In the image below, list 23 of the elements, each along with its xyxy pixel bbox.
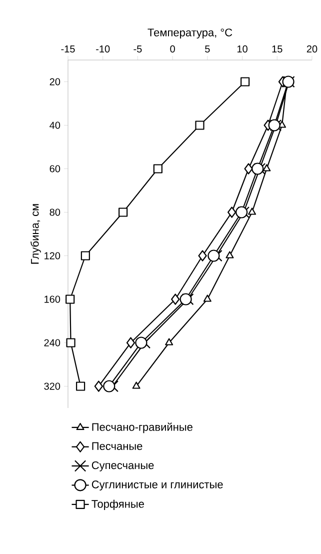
y-tick-label: 60 <box>50 165 60 172</box>
y-tick-label: 160 <box>44 296 60 303</box>
x-axis-title: Температура, °C <box>148 28 232 39</box>
x-tick-label: -15 <box>61 45 75 52</box>
y-tick-label: 320 <box>44 382 60 390</box>
x-tick-label: 15 <box>272 45 282 52</box>
x-tick-label: 0 <box>170 45 175 52</box>
x-tick-label: -10 <box>96 45 110 52</box>
legend-label: Суглинистые и глинистые <box>92 480 223 490</box>
y-tick-label: 240 <box>44 339 60 346</box>
legend-label: Песчано-гравийные <box>92 422 192 434</box>
y-tick-label: 80 <box>50 208 60 216</box>
x-tick-label: 5 <box>205 45 210 52</box>
legend-label: Торфяные <box>92 500 144 510</box>
y-axis-title: Глубина, см <box>30 204 41 264</box>
x-tick-label: 20 <box>306 45 318 52</box>
legend-label: Песчаные <box>92 442 142 450</box>
y-tick-label: 120 <box>44 252 60 260</box>
x-tick-label: 10 <box>237 45 248 52</box>
legend-label: Супесчаные <box>92 461 154 472</box>
x-tick-label: -5 <box>134 45 142 52</box>
y-tick-label: 20 <box>50 78 60 86</box>
y-tick-label: 40 <box>50 122 60 129</box>
